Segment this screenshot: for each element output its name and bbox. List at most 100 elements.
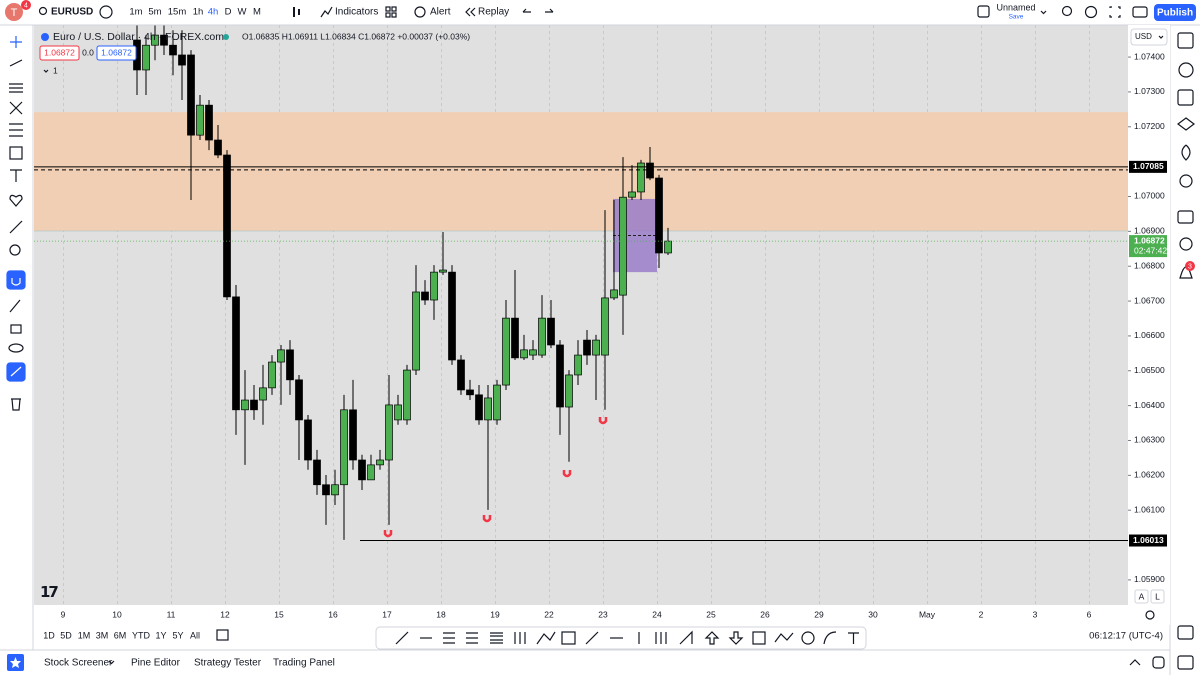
tool[interactable] — [395, 631, 409, 645]
range-button[interactable]: All — [190, 630, 200, 640]
trend-tool[interactable] — [9, 59, 23, 67]
templates-icon[interactable] — [385, 12, 391, 18]
alerts-panel[interactable] — [1178, 62, 1194, 78]
magnet-tool[interactable] — [6, 270, 26, 290]
range-button[interactable]: 1D — [43, 630, 55, 640]
quick-search[interactable] — [1061, 5, 1073, 17]
tool[interactable] — [752, 631, 766, 645]
tool[interactable] — [823, 631, 837, 645]
watchlist[interactable] — [1177, 32, 1194, 49]
publish-button[interactable] — [1154, 4, 1196, 21]
fib-tool[interactable] — [9, 83, 23, 93]
streams[interactable] — [1179, 237, 1193, 251]
replay-icon[interactable] — [465, 7, 476, 17]
shape-tool[interactable] — [9, 146, 23, 160]
axis-settings[interactable] — [1145, 610, 1155, 620]
tool[interactable] — [561, 631, 576, 645]
range-button[interactable]: YTD — [132, 630, 151, 640]
maximize-panel[interactable] — [1152, 656, 1165, 669]
collapse-panel[interactable] — [1129, 659, 1141, 666]
layout-icon[interactable] — [977, 5, 990, 18]
currency-button[interactable] — [1130, 28, 1168, 46]
tool[interactable] — [466, 632, 478, 644]
range-button[interactable]: 1Y — [155, 630, 166, 640]
indicators-icon[interactable] — [320, 6, 333, 18]
chart-type-icon[interactable] — [293, 7, 295, 17]
buy-button[interactable] — [96, 45, 137, 61]
chats[interactable] — [1177, 210, 1194, 224]
pattern-tool[interactable] — [9, 101, 23, 115]
lock-tool[interactable] — [10, 324, 22, 334]
ideas[interactable] — [1179, 174, 1193, 188]
redo[interactable] — [545, 8, 554, 13]
hide-tool[interactable] — [8, 343, 24, 353]
interval[interactable]: 1m — [129, 7, 142, 18]
icon-tool[interactable] — [9, 194, 23, 207]
collapse-indicators[interactable] — [43, 69, 49, 73]
range-button[interactable]: 1M — [78, 630, 91, 640]
calendar[interactable] — [1177, 625, 1194, 640]
templates-icon[interactable] — [391, 12, 397, 18]
currency-menu[interactable] — [1158, 35, 1164, 39]
interval[interactable]: 15m — [168, 7, 187, 18]
tool[interactable] — [655, 632, 667, 644]
range-button[interactable]: 6M — [114, 630, 127, 640]
alert-icon[interactable] — [414, 6, 426, 18]
tool[interactable] — [490, 632, 503, 644]
interval[interactable]: 1h — [193, 7, 204, 18]
tool[interactable] — [443, 632, 455, 644]
layers[interactable] — [1177, 117, 1195, 131]
interval[interactable]: 5m — [148, 7, 161, 18]
tool[interactable] — [536, 631, 556, 645]
tool[interactable] — [514, 632, 526, 644]
fullscreen[interactable] — [1109, 6, 1121, 18]
scale-button[interactable] — [1150, 589, 1165, 604]
layout-menu[interactable] — [1040, 10, 1047, 15]
templates-icon[interactable] — [391, 6, 397, 12]
symbol[interactable]: EURUSD — [51, 7, 93, 18]
indicators-button[interactable]: Indicators — [335, 7, 378, 18]
range-button[interactable]: 3M — [96, 630, 109, 640]
add-symbol[interactable] — [99, 5, 113, 19]
interval[interactable]: W — [238, 7, 247, 18]
interval[interactable]: D — [225, 7, 232, 18]
interval[interactable]: M — [253, 7, 261, 18]
panel-tab[interactable]: Strategy Tester — [194, 658, 262, 669]
range-button[interactable]: 5D — [60, 630, 72, 640]
tool[interactable] — [704, 631, 720, 645]
tool[interactable] — [774, 632, 794, 643]
tool[interactable] — [585, 631, 599, 645]
text-tool[interactable] — [10, 169, 22, 182]
measure-tool[interactable] — [9, 220, 23, 234]
tool[interactable] — [801, 631, 815, 645]
alert-button[interactable]: Alert — [430, 7, 451, 18]
undo[interactable] — [522, 8, 531, 13]
range-button[interactable]: 5Y — [172, 630, 183, 640]
scale-button[interactable] — [1134, 589, 1149, 604]
goto-date[interactable] — [216, 629, 229, 641]
panel-tab[interactable]: Stock Screener — [44, 658, 113, 669]
sell-button[interactable] — [39, 45, 80, 61]
panel-tab[interactable]: Trading Panel — [273, 658, 335, 669]
snapshot[interactable] — [1132, 6, 1148, 18]
help[interactable] — [1177, 655, 1194, 670]
projection-tool[interactable] — [9, 123, 23, 137]
hotlists[interactable] — [1181, 144, 1191, 161]
avatar[interactable] — [5, 3, 23, 21]
zoom-tool[interactable] — [9, 244, 21, 256]
layout-name[interactable]: Unnamed — [996, 2, 1035, 12]
tool[interactable] — [848, 632, 859, 644]
stay-drawing[interactable] — [9, 299, 21, 313]
crosshair-tool[interactable] — [10, 36, 22, 48]
tool[interactable] — [728, 631, 744, 645]
tool[interactable] — [679, 630, 693, 645]
settings[interactable] — [1084, 5, 1098, 19]
templates-icon[interactable] — [385, 6, 391, 12]
chart-type-icon[interactable] — [298, 9, 300, 15]
search-icon[interactable] — [38, 6, 48, 16]
interval[interactable]: 4h — [208, 7, 219, 18]
screener-menu[interactable] — [108, 660, 115, 665]
remove-tool[interactable] — [11, 398, 21, 411]
replay-button[interactable]: Replay — [478, 7, 509, 18]
panel-tab[interactable]: Pine Editor — [131, 658, 181, 669]
